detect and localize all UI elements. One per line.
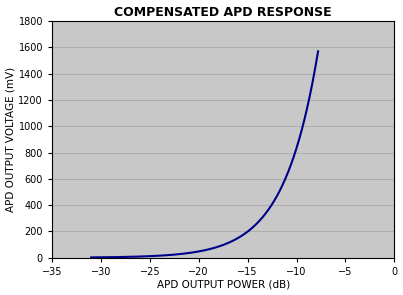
X-axis label: APD OUTPUT POWER (dB): APD OUTPUT POWER (dB) [156, 279, 290, 289]
Y-axis label: APD OUTPUT VOLTAGE (mV): APD OUTPUT VOLTAGE (mV) [6, 67, 16, 212]
Title: COMPENSATED APD RESPONSE: COMPENSATED APD RESPONSE [114, 6, 332, 19]
